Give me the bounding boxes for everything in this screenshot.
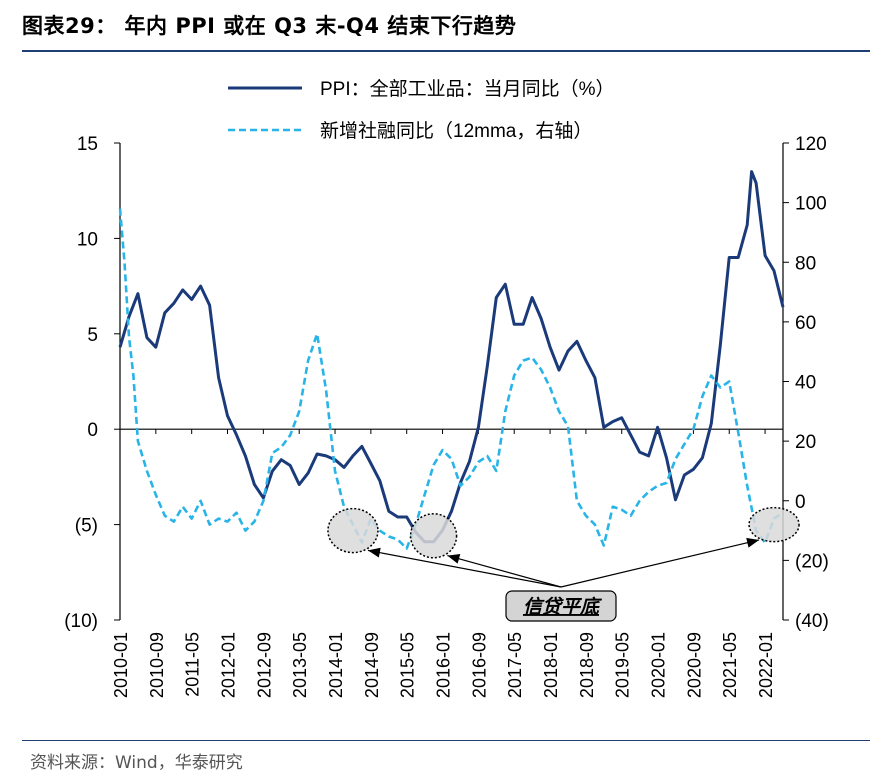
x-tick-label: 2015-05 <box>398 632 418 698</box>
annotation-arrow <box>560 539 760 588</box>
right-tick-label: 0 <box>795 492 806 513</box>
annotation-box <box>505 590 617 622</box>
left-tick-label: 5 <box>87 325 98 346</box>
right-tick-label: 40 <box>795 373 816 394</box>
right-tick-label: 100 <box>795 194 827 215</box>
x-tick-label: 2017-05 <box>505 632 525 698</box>
x-tick-label: 2014-09 <box>362 632 382 698</box>
left-tick-label: 0 <box>87 420 98 441</box>
footer-rule <box>22 740 870 741</box>
x-tick-label: 2016-09 <box>469 632 489 698</box>
legend: PPI：全部工业品：当月同比（%） 新增社融同比（12mma，右轴） <box>228 78 615 142</box>
annotation-arrowhead <box>367 547 381 558</box>
x-tick-label: 2014-01 <box>326 632 346 698</box>
annotation-arrowhead <box>447 553 461 564</box>
legend-item-ppi: PPI：全部工业品：当月同比（%） <box>228 78 615 100</box>
source-note: 资料来源：Wind，华泰研究 <box>30 753 243 773</box>
x-tick-label: 2016-01 <box>434 632 454 698</box>
header-rule <box>22 50 870 52</box>
right-tick-label: (20) <box>795 551 829 572</box>
left-tick-label: 10 <box>77 229 98 250</box>
right-tick-label: 20 <box>795 432 816 453</box>
ppi-series-line <box>118 170 785 544</box>
x-tick-label: 2021-05 <box>720 632 740 698</box>
left-tick-label: (5) <box>75 516 98 537</box>
x-tick-label: 2012-01 <box>219 632 239 698</box>
x-tick-label: 2010-01 <box>111 632 131 698</box>
legend-label: 新增社融同比（12mma，右轴） <box>320 120 592 142</box>
chart-title: 图表29： 年内 PPI 或在 Q3 末-Q4 结束下行趋势 <box>22 14 517 38</box>
x-tick-label: 2011-05 <box>183 632 203 697</box>
right-tick-label: 120 <box>795 134 827 155</box>
series-layer <box>118 170 785 550</box>
annotation-circle <box>409 513 458 559</box>
x-tick-label: 2013-05 <box>290 632 310 698</box>
annotation-circle <box>748 506 800 543</box>
right-tick-label: (40) <box>795 611 829 632</box>
x-tick-label: 2022-01 <box>756 632 776 698</box>
x-tick-label: 2020-09 <box>684 632 704 698</box>
annotation-arrow <box>367 549 562 588</box>
annotation-arrow <box>447 554 562 588</box>
x-tick-label: 2019-05 <box>613 632 633 698</box>
x-tick-label: 2012-09 <box>254 632 274 698</box>
tsf-series-line <box>118 208 784 550</box>
x-tick-label: 2010-09 <box>147 632 167 698</box>
left-tick-label: 15 <box>77 134 98 155</box>
annotation-layer: 信贷平底 <box>327 506 800 622</box>
axes-group: 15 10 5 0 (5) (10) 120 100 80 60 40 20 0 (20) (40) 2010… <box>64 134 829 698</box>
legend-label: PPI：全部工业品：当月同比（%） <box>320 78 615 100</box>
legend-item-tsf: 新增社融同比（12mma，右轴） <box>228 120 592 142</box>
right-tick-label: 60 <box>795 313 816 334</box>
annotation-label: 信贷平底 <box>523 596 603 618</box>
x-tick-label: 2020-01 <box>649 632 669 698</box>
annotation-circle <box>327 507 379 554</box>
x-tick-label: 2018-09 <box>577 632 597 698</box>
x-tick-label: 2018-01 <box>541 632 561 698</box>
right-tick-label: 80 <box>795 253 816 274</box>
left-tick-label: (10) <box>64 611 98 632</box>
annotation-arrowhead <box>746 537 760 548</box>
